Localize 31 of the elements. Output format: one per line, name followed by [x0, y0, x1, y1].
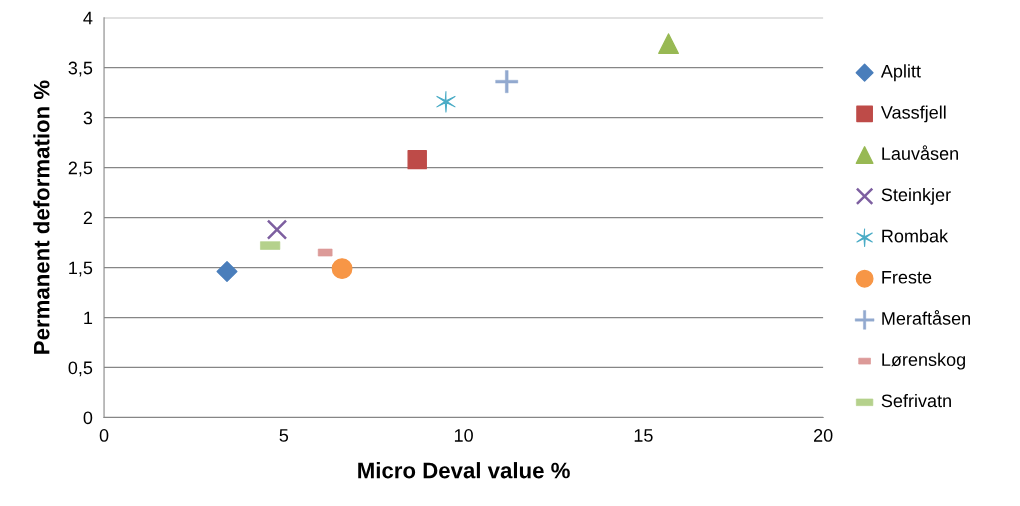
legend-label: Freste — [882, 271, 932, 284]
x-tick-label: 15 — [634, 429, 653, 442]
y-tick-label: 4 — [83, 11, 93, 25]
point — [658, 33, 679, 55]
y-tick-label: 2 — [83, 211, 93, 225]
y-tick-label: 2,5 — [68, 161, 93, 177]
point — [331, 258, 353, 279]
y-tick-label: 1,5 — [69, 261, 93, 277]
x-axis-title: Micro Deval value % — [358, 462, 570, 479]
point — [266, 219, 288, 240]
y-tick-label: 3 — [83, 111, 93, 125]
legend-label: Meraftåsen — [882, 310, 971, 325]
x-tick-label: 5 — [279, 429, 289, 442]
legend-label: Rombak — [882, 229, 949, 243]
x-tick-label: 20 — [814, 429, 833, 442]
legend-label: Lørenskog — [882, 352, 965, 370]
x-tick-label: 10 — [454, 429, 473, 442]
legend-label: Steinkjer — [881, 187, 951, 205]
y-tick-label: 0,5 — [68, 361, 93, 377]
legend-label: Sefrivatn — [881, 393, 951, 408]
legend-label: Aplitt — [880, 64, 921, 82]
y-tick-label: 3,5 — [68, 61, 93, 77]
legend-label: Lauvåsen — [882, 145, 958, 160]
point — [216, 261, 238, 283]
y-axis-title: Permanent deformation % — [33, 80, 50, 354]
x-tick-label: 0 — [99, 429, 109, 442]
legend-label: Vassfjell — [880, 105, 946, 123]
point — [436, 90, 456, 113]
point — [407, 149, 427, 170]
y-tick-label: 1 — [84, 311, 93, 325]
y-tick-label: 0 — [83, 411, 93, 425]
